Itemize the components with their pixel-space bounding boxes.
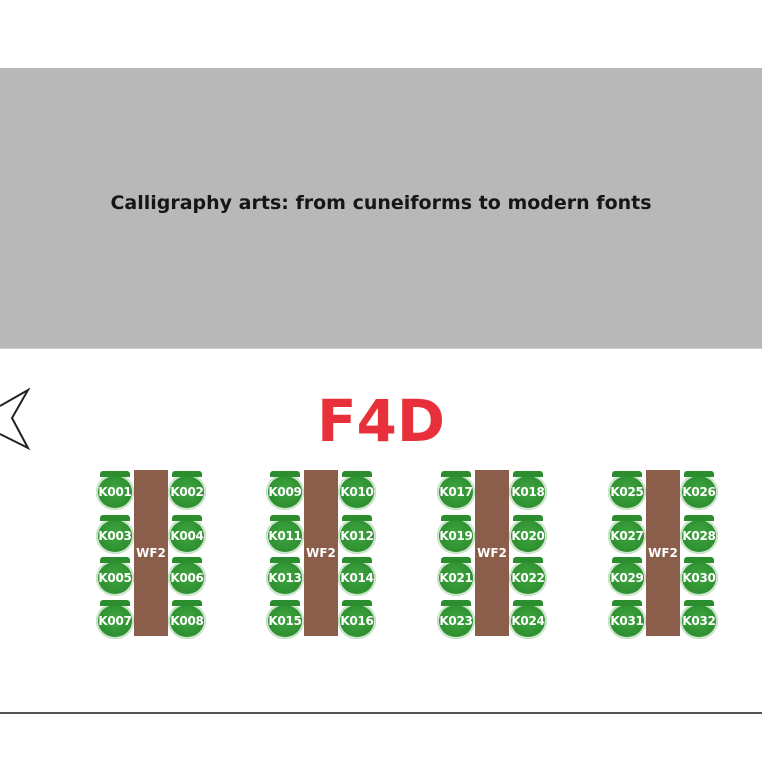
table: WF2 (134, 470, 168, 636)
seat[interactable]: K017 (437, 471, 475, 510)
table-cluster: WF2 K017 K018 K019 K020 K021 K022 K023 K… (437, 470, 555, 639)
seat[interactable]: K007 (96, 600, 134, 639)
seat[interactable]: K023 (437, 600, 475, 639)
seat[interactable]: K030 (680, 557, 718, 596)
room-code-label: F4D (316, 387, 446, 455)
seat[interactable]: K028 (680, 515, 718, 554)
table: WF2 (475, 470, 509, 636)
seat[interactable]: K021 (437, 557, 475, 596)
table-cluster: WF2 K001 K002 K003 K004 K005 K006 K007 K… (96, 470, 214, 639)
seat[interactable]: K011 (266, 515, 304, 554)
seat[interactable]: K018 (509, 471, 547, 510)
room-top-wall (0, 348, 762, 349)
table-cluster: WF2 K025 K026 K027 K028 K029 K030 K031 K… (608, 470, 726, 639)
table: WF2 (304, 470, 338, 636)
seat[interactable]: K004 (168, 515, 206, 554)
seat[interactable]: K022 (509, 557, 547, 596)
seat[interactable]: K014 (338, 557, 376, 596)
session-title: Calligraphy arts: from cuneiforms to mod… (110, 192, 652, 214)
table-cluster: WF2 K009 K010 K011 K012 K013 K014 K015 K… (266, 470, 384, 639)
seat[interactable]: K012 (338, 515, 376, 554)
table-label: WF2 (648, 546, 678, 560)
seat[interactable]: K024 (509, 600, 547, 639)
seat[interactable]: K005 (96, 557, 134, 596)
seat[interactable]: K029 (608, 557, 646, 596)
seat[interactable]: K013 (266, 557, 304, 596)
table-label: WF2 (136, 546, 166, 560)
seat[interactable]: K032 (680, 600, 718, 639)
seat[interactable]: K015 (266, 600, 304, 639)
seat[interactable]: K027 (608, 515, 646, 554)
seat[interactable]: K003 (96, 515, 134, 554)
seat[interactable]: K026 (680, 471, 718, 510)
seat[interactable]: K031 (608, 600, 646, 639)
table: WF2 (646, 470, 680, 636)
table-label: WF2 (306, 546, 336, 560)
seat[interactable]: K006 (168, 557, 206, 596)
seat[interactable]: K010 (338, 471, 376, 510)
seat[interactable]: K009 (266, 471, 304, 510)
seat[interactable]: K008 (168, 600, 206, 639)
table-label: WF2 (477, 546, 507, 560)
seat[interactable]: K002 (168, 471, 206, 510)
seat[interactable]: K001 (96, 471, 134, 510)
stage-banner: Calligraphy arts: from cuneiforms to mod… (0, 68, 762, 348)
seat[interactable]: K016 (338, 600, 376, 639)
seat[interactable]: K020 (509, 515, 547, 554)
seat[interactable]: K019 (437, 515, 475, 554)
door-icon (0, 388, 31, 451)
seat[interactable]: K025 (608, 471, 646, 510)
room-bottom-wall (0, 712, 762, 714)
